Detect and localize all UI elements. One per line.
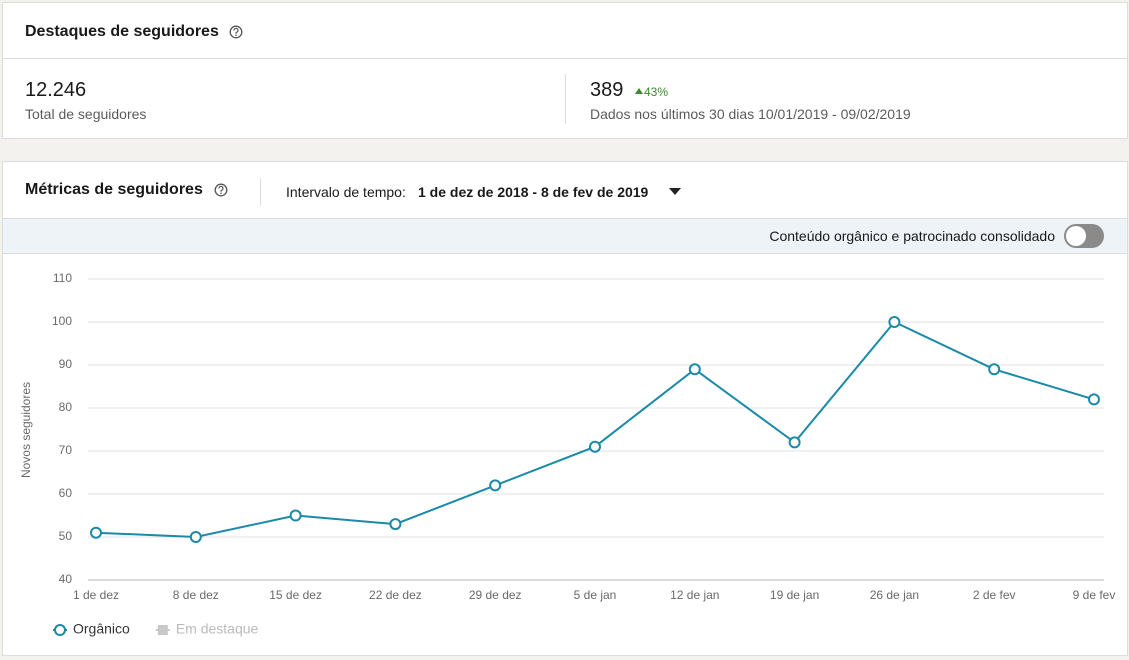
chart: Novos seguidores 40 50 60 70 80 90 100 110 1 de … — [19, 271, 1116, 637]
y-tick-label: 70 — [59, 443, 73, 457]
x-tick-label: 8 de dez — [173, 588, 219, 602]
data-point — [389, 518, 402, 531]
y-axis-label: Novos seguidores — [19, 382, 33, 478]
x-tick-label: 9 de fev — [1073, 588, 1116, 602]
data-point — [289, 509, 302, 522]
data-point — [788, 436, 801, 449]
total-followers: 12.246 — [25, 79, 87, 101]
interval-dropdown[interactable]: 1 de dez de 2018 - 8 de fev de 2019 — [418, 184, 649, 200]
legend-label: Em destaque — [176, 621, 259, 637]
x-tick-label: 26 de jan — [870, 588, 919, 602]
y-tick-label: 60 — [59, 486, 73, 500]
y-tick-label: 80 — [59, 400, 73, 414]
toggle-knob — [1066, 226, 1086, 246]
y-tick-label: 100 — [52, 314, 72, 328]
data-point — [189, 531, 202, 543]
x-tick-label: 19 de jan — [770, 588, 819, 602]
y-tick-label: 90 — [59, 357, 73, 371]
toggle[interactable] — [1064, 224, 1104, 248]
new-followers: 389 — [590, 79, 624, 101]
toggle-bar — [3, 218, 1127, 254]
data-point — [988, 363, 1001, 376]
x-tick-label: 29 de dez — [469, 588, 522, 602]
series-line — [95, 320, 1095, 539]
data-point — [688, 363, 701, 376]
x-tick-label: 1 de dez — [73, 588, 119, 602]
divider — [260, 178, 261, 206]
x-tick-label: 5 de jan — [574, 588, 617, 602]
divider — [565, 74, 566, 124]
metrics-title: Métricas de seguidores — [25, 181, 203, 198]
x-tick-label: 12 de jan — [670, 588, 719, 602]
legend-icon — [157, 625, 168, 635]
help-icon[interactable] — [229, 25, 243, 39]
x-tick-label: 15 de dez — [269, 588, 322, 602]
legend-label: Orgânico — [73, 621, 130, 637]
x-tick-label: 2 de fev — [973, 588, 1016, 602]
change: 43% — [644, 85, 669, 99]
highlights-title: Destaques de seguidores — [25, 23, 219, 40]
data-point — [888, 316, 901, 328]
up-arrow — [635, 88, 643, 94]
interval-label: Intervalo de tempo: — [286, 184, 406, 200]
help-icon[interactable] — [214, 183, 228, 197]
legend-icon — [54, 624, 66, 636]
period-label: Dados nos últimos 30 dias 10/01/2019 - 0… — [590, 106, 911, 122]
y-tick-label: 50 — [59, 529, 73, 543]
toggle-label: Conteúdo orgânico e patrocinado consolid… — [769, 228, 1055, 244]
data-point — [90, 526, 102, 539]
y-tick-label: 110 — [53, 271, 72, 285]
y-tick-label: 40 — [59, 572, 73, 586]
dropdown-arrow[interactable] — [669, 188, 681, 196]
x-tick-label: 22 de dez — [369, 588, 422, 602]
total-label: Total de seguidores — [25, 106, 147, 122]
data-point — [589, 440, 601, 453]
divider — [3, 58, 1127, 59]
data-point — [489, 479, 502, 492]
highlights-card: Destaques de seguidores 12.246 Total de … — [2, 2, 1128, 139]
data-point — [1088, 393, 1100, 406]
